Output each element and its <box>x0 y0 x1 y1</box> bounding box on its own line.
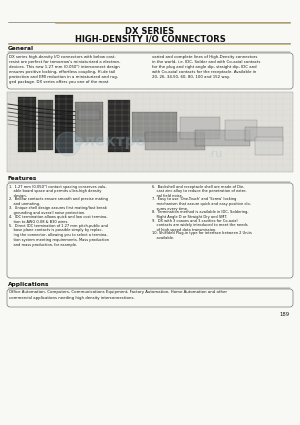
Bar <box>7 92 293 172</box>
Bar <box>132 112 177 142</box>
Text: Applications: Applications <box>8 282 50 287</box>
Text: Features: Features <box>8 176 38 181</box>
Bar <box>108 100 130 152</box>
Text: DX SERIES: DX SERIES <box>125 27 175 36</box>
Text: Office Automation, Computers, Communications Equipment, Factory Automation, Home: Office Automation, Computers, Communicat… <box>9 291 227 300</box>
Text: 5.  Direct IDC termination of 1.27 mm pitch-public and
    base plane contacts i: 5. Direct IDC termination of 1.27 mm pit… <box>9 224 109 247</box>
Text: General: General <box>8 46 34 51</box>
Circle shape <box>56 132 80 156</box>
Text: 4.  IDC termination allows quick and low cost termina-
    tion to AWG 0.08 & B3: 4. IDC termination allows quick and low … <box>9 215 107 224</box>
Text: 7.  Easy to use 'One-Touch' and 'Screw' locking
    mechanism that assure quick : 7. Easy to use 'One-Touch' and 'Screw' l… <box>152 197 251 211</box>
Text: 8.  Termination method is available in IDC, Soldering,
    Right Angle D or Stra: 8. Termination method is available in ID… <box>152 210 248 218</box>
Bar <box>225 120 257 140</box>
Bar <box>55 95 73 153</box>
Text: 1.  1.27 mm (0.050") contact spacing conserves valu-
    able board space and pe: 1. 1.27 mm (0.050") contact spacing cons… <box>9 184 106 198</box>
Bar <box>75 102 103 142</box>
Bar <box>255 137 283 155</box>
Bar <box>78 110 100 120</box>
Bar <box>245 127 283 141</box>
Text: DX series high-density I/O connectors with below cost-
resist are perfect for to: DX series high-density I/O connectors wi… <box>9 54 120 84</box>
Bar <box>145 132 205 150</box>
Text: 3.  Unique shell design assures first mating/last break
    grounding and overal: 3. Unique shell design assures first mat… <box>9 206 107 215</box>
Text: 10. Shielded Plug-in type for interface between 2 Units
    available.: 10. Shielded Plug-in type for interface … <box>152 231 252 240</box>
Text: varied and complete lines of High-Density connectors
in the world, i.e. IDC, Sol: varied and complete lines of High-Densit… <box>152 54 260 79</box>
Text: 189: 189 <box>280 312 290 317</box>
Bar <box>18 97 36 152</box>
Text: .ru: .ru <box>207 150 223 159</box>
Bar <box>38 100 53 150</box>
Bar <box>195 130 250 146</box>
Text: 2.  Bellow contacts ensure smooth and precise mating
    and unmating.: 2. Bellow contacts ensure smooth and pre… <box>9 197 108 206</box>
Text: HIGH-DENSITY I/O CONNECTORS: HIGH-DENSITY I/O CONNECTORS <box>75 34 225 43</box>
Text: 9.  DX with 3 coaxes and 3 cavities for Co-axial
    contacts are widely introdu: 9. DX with 3 coaxes and 3 cavities for C… <box>152 218 248 232</box>
Bar <box>180 117 220 139</box>
Text: 6.  Backshell and receptacle shell are made of Die-
    cast zinc alloy to reduc: 6. Backshell and receptacle shell are ma… <box>152 184 247 198</box>
Text: электро: электро <box>75 134 146 149</box>
